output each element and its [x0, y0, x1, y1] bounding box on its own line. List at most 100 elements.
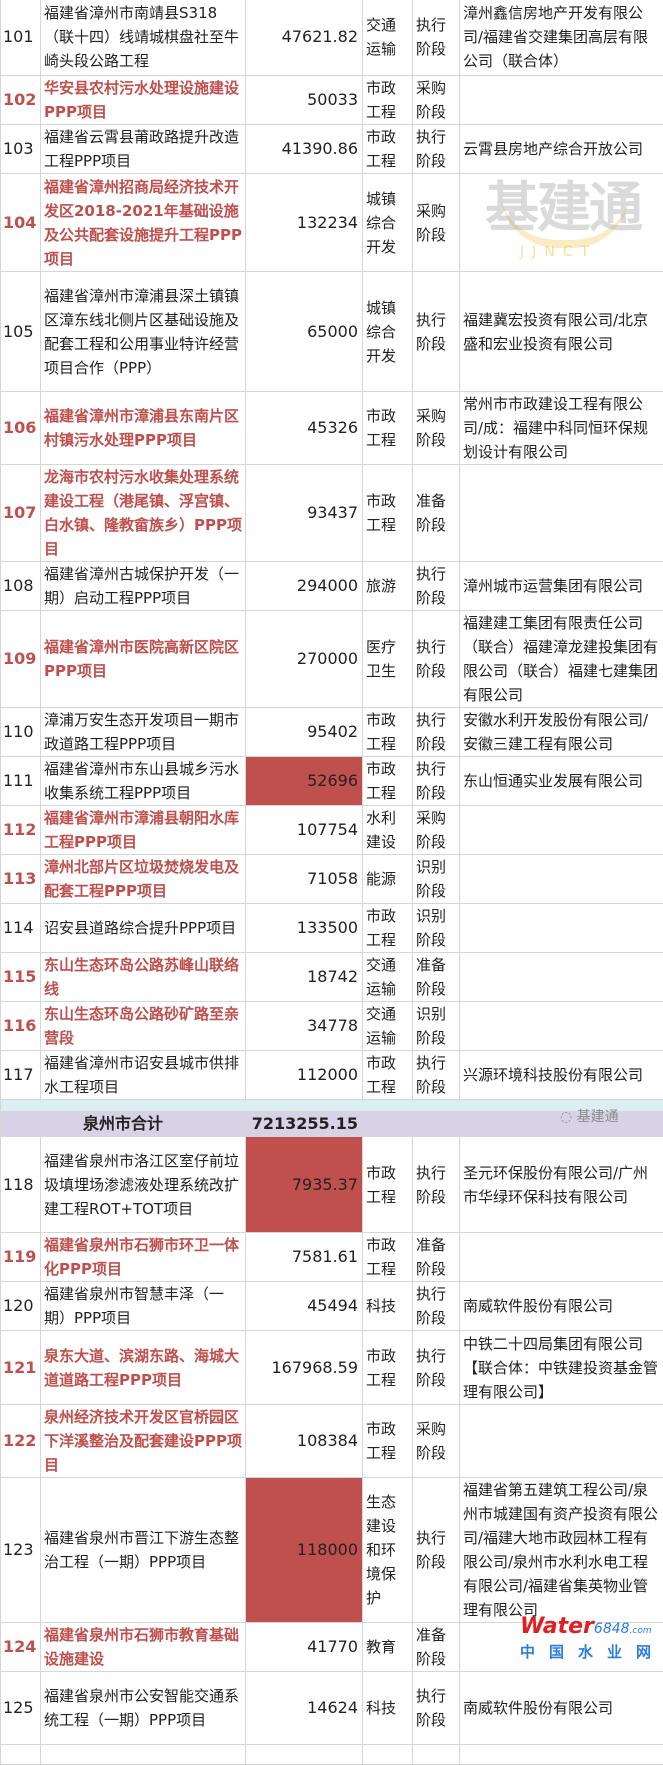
industry: 水利建设: [363, 806, 413, 855]
spacer-cell: [1, 1100, 663, 1112]
row-number: 122: [1, 1405, 41, 1478]
stage: 执行阶段: [413, 1282, 460, 1331]
stage: 采购阶段: [413, 174, 460, 272]
project-name: 福建省云霄县莆政路提升改造工程PPP项目: [41, 125, 246, 174]
investment-amount: 133500: [246, 904, 363, 953]
company: 福建冀宏投资有限公司/北京盛和宏业投资有限公司: [460, 272, 663, 392]
row-number: 114: [1, 904, 41, 953]
industry: 市政工程: [363, 1331, 413, 1405]
empty-cell: [460, 1745, 663, 1765]
company: 圣元环保股份有限公司/广州市华绿环保科技有限公司: [460, 1137, 663, 1233]
row-number: 115: [1, 953, 41, 1002]
company: [460, 1002, 663, 1051]
company: [460, 174, 663, 272]
row-number: 104: [1, 174, 41, 272]
subtotal-amount: 7213255.15: [246, 1112, 363, 1137]
table-row-partial: [1, 1745, 663, 1765]
industry: 市政工程: [363, 1233, 413, 1282]
project-name: 福建省漳州古城保护开发（一期）启动工程PPP项目: [41, 562, 246, 611]
project-name: 福建省泉州市智慧丰泽（一期）PPP项目: [41, 1282, 246, 1331]
investment-amount: 270000: [246, 611, 363, 708]
industry: 科技: [363, 1672, 413, 1745]
project-name: 福建省漳州市漳浦县东南片区村镇污水处理PPP项目: [41, 392, 246, 465]
investment-amount: 14624: [246, 1672, 363, 1745]
row-number: 125: [1, 1672, 41, 1745]
project-name: 福建省漳州市东山县城乡污水收集系统工程PPP项目: [41, 757, 246, 806]
investment-amount: 47621.82: [246, 0, 363, 76]
investment-amount: 45494: [246, 1282, 363, 1331]
investment-amount: 294000: [246, 562, 363, 611]
investment-amount: 52696: [246, 757, 363, 806]
stage: 执行阶段: [413, 0, 460, 76]
row-number: 107: [1, 465, 41, 562]
company: 福建建工集团有限责任公司（联合）福建漳龙建投集团有限公司（联合）福建七建集团有限…: [460, 611, 663, 708]
stage: 准备阶段: [413, 1233, 460, 1282]
company: [460, 1233, 663, 1282]
stage: 执行阶段: [413, 1331, 460, 1405]
stage: 执行阶段: [413, 1137, 460, 1233]
project-name: 福建省漳州市漳浦县深土镇镇区漳东线北侧片区基础设施及配套工程和公用事业特许经营项…: [41, 272, 246, 392]
investment-amount: 95402: [246, 708, 363, 757]
stage: 识别阶段: [413, 855, 460, 904]
investment-amount: 118000: [246, 1478, 363, 1623]
investment-amount: 34778: [246, 1002, 363, 1051]
project-name: 东山生态环岛公路砂矿路至亲营段: [41, 1002, 246, 1051]
row-number: 123: [1, 1478, 41, 1623]
investment-amount: 107754: [246, 806, 363, 855]
investment-amount: 50033: [246, 76, 363, 125]
investment-amount: 65000: [246, 272, 363, 392]
investment-amount: 71058: [246, 855, 363, 904]
industry: 科技: [363, 1282, 413, 1331]
row-number: 117: [1, 1051, 41, 1100]
project-name: 漳州北部片区垃圾焚烧发电及配套工程PPP项目: [41, 855, 246, 904]
row-number: 119: [1, 1233, 41, 1282]
industry: 市政工程: [363, 1137, 413, 1233]
investment-amount: 112000: [246, 1051, 363, 1100]
company: [460, 1623, 663, 1672]
project-name: 泉东大道、滨湖东路、海城大道道路工程PPP项目: [41, 1331, 246, 1405]
stage: 识别阶段: [413, 904, 460, 953]
company: [460, 1405, 663, 1478]
stage: 准备阶段: [413, 465, 460, 562]
project-name: 龙海市农村污水收集处理系统建设工程（港尾镇、浮宫镇、白水镇、隆教畲族乡）PPP项…: [41, 465, 246, 562]
company: 漳州鑫信房地产开发有限公司/福建省交建集团高层有限公司（联合体）: [460, 0, 663, 76]
company: 东山恒通实业发展有限公司: [460, 757, 663, 806]
project-name: 泉州经济技术开发区官桥园区下洋溪整治及配套建设PPP项目: [41, 1405, 246, 1478]
project-name: 东山生态环岛公路苏峰山联络线: [41, 953, 246, 1002]
company: 云霄县房地产综合开放公司: [460, 125, 663, 174]
subtotal-empty: [363, 1112, 663, 1137]
row-number: 110: [1, 708, 41, 757]
row-number: 121: [1, 1331, 41, 1405]
investment-amount: 108384: [246, 1405, 363, 1478]
company: 福建省第五建筑工程公司/泉州市城建国有资产投资有限公司/福建大地市政园林工程有限…: [460, 1478, 663, 1623]
investment-amount: 7935.37: [246, 1137, 363, 1233]
stage: 识别阶段: [413, 1002, 460, 1051]
company: [460, 465, 663, 562]
row-number: 105: [1, 272, 41, 392]
empty-cell: [41, 1745, 246, 1765]
company: 南威软件股份有限公司: [460, 1282, 663, 1331]
company: [460, 76, 663, 125]
company: [460, 953, 663, 1002]
project-name: 漳浦万安生态开发项目一期市政道路工程PPP项目: [41, 708, 246, 757]
investment-amount: 41770: [246, 1623, 363, 1672]
project-name: 福建省漳州招商局经济技术开发区2018-2021年基础设施及公共配套设施提升工程…: [41, 174, 246, 272]
industry: 市政工程: [363, 1405, 413, 1478]
industry: 市政工程: [363, 76, 413, 125]
company: [460, 806, 663, 855]
investment-amount: 7581.61: [246, 1233, 363, 1282]
row-number: 124: [1, 1623, 41, 1672]
